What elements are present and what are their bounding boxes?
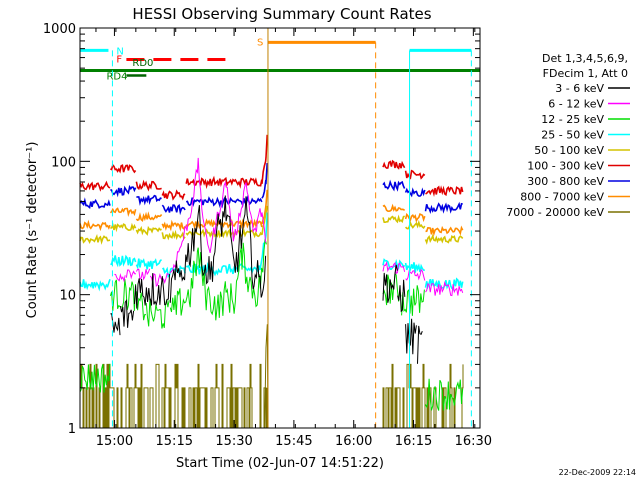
legend-entry-800-7000: 800 - 7000 keV bbox=[520, 191, 604, 204]
x-tick-label: 15:30 bbox=[215, 434, 252, 449]
x-tick-label: 16:15 bbox=[395, 434, 432, 449]
series-line-12-25 bbox=[79, 238, 464, 411]
x-tick-label: 15:15 bbox=[156, 434, 193, 449]
series-line-300-800 bbox=[79, 162, 463, 216]
y-tick-label: 1 bbox=[68, 422, 76, 437]
flag-label-n: N bbox=[116, 46, 123, 57]
legend-entry-100-300: 100 - 300 keV bbox=[527, 160, 604, 173]
flags-layer: NF RD0 RD4 S bbox=[79, 28, 480, 428]
plot-area bbox=[79, 134, 464, 429]
series-line-6-12 bbox=[114, 157, 464, 297]
timestamp-label: 22-Dec-2009 22:14 bbox=[559, 468, 636, 477]
x-axis-label: Start Time (02-Jun-07 14:51:22) bbox=[176, 456, 384, 471]
legend-entry-300-800: 300 - 800 keV bbox=[527, 175, 604, 188]
series-line-50-100 bbox=[79, 205, 464, 245]
y-tick-label: 1000 bbox=[43, 22, 76, 37]
chart-title: HESSI Observing Summary Count Rates bbox=[132, 5, 431, 23]
x-tick-label: 15:45 bbox=[275, 434, 312, 449]
series-line-7000-20000 bbox=[79, 324, 464, 429]
flag-label-rd4: RD4 bbox=[106, 72, 127, 83]
legend-entry-6-12: 6 - 12 keV bbox=[548, 98, 604, 111]
legend-header-line-2: FDecim 1, Att 0 bbox=[543, 67, 628, 80]
x-tick-label: 15:00 bbox=[96, 434, 133, 449]
series-line-3-6 bbox=[110, 195, 423, 364]
x-tick-label: 16:00 bbox=[335, 434, 372, 449]
legend-entry-25-50: 25 - 50 keV bbox=[541, 129, 604, 142]
legend-entry-12-25: 12 - 25 keV bbox=[541, 113, 604, 126]
x-tick-label: 16:30 bbox=[455, 434, 492, 449]
plot-frame bbox=[79, 27, 481, 429]
legend-entry-50-100: 50 - 100 keV bbox=[534, 144, 604, 157]
flag-label-rd0: RD0 bbox=[132, 58, 153, 69]
axes: 15:00 15:15 15:30 15:45 16:00 16:15 16:30 1 10 10… bbox=[43, 22, 492, 449]
series-line-800-7000 bbox=[79, 189, 464, 237]
series-line-25-50 bbox=[79, 212, 464, 292]
y-axis-label: Count Rate (s⁻¹ detector⁻¹) bbox=[25, 142, 40, 319]
legend-entry-3-6: 3 - 6 keV bbox=[555, 82, 604, 95]
y-tick-label: 100 bbox=[51, 155, 76, 170]
legend-header-line-1: Det 1,3,4,5,6,9, bbox=[542, 52, 628, 65]
flag-label-s: S bbox=[257, 37, 263, 48]
legend: Det 1,3,4,5,6,9, FDecim 1, Att 0 3 - 6 keV… bbox=[506, 52, 630, 219]
y-tick-label: 10 bbox=[59, 289, 76, 304]
series-line-100-300 bbox=[79, 134, 464, 201]
legend-entry-7000-20000: 7000 - 20000 keV bbox=[506, 206, 604, 219]
flag-label-f: F bbox=[116, 55, 122, 66]
